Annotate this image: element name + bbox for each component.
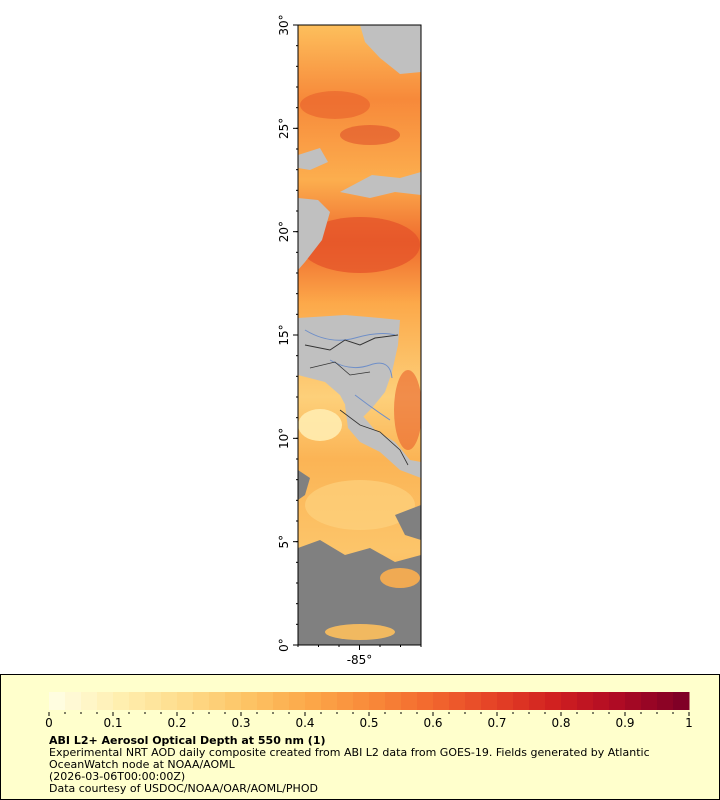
colorbar-cell <box>241 692 258 710</box>
colorbar-cell <box>673 692 690 710</box>
land-mass-florida <box>298 148 328 170</box>
river-line <box>354 394 391 421</box>
colorbar-cell <box>561 692 578 710</box>
country-border <box>339 409 409 466</box>
colorbar-cell <box>65 692 82 710</box>
aod-patch-south <box>325 624 395 640</box>
aod-high-patch <box>300 91 370 119</box>
colorbar-cell <box>657 692 674 710</box>
colorbar-tick-label: 0.6 <box>423 716 442 730</box>
colorbar-tick-label: 0.4 <box>295 716 314 730</box>
colorbar-cell <box>161 692 178 710</box>
colorbar-tick-label: 0.5 <box>359 716 378 730</box>
colorbar-ticks: 0 0.1 0.2 0.3 0.4 0.5 0.6 0.7 0.8 0.9 1 <box>45 712 693 730</box>
colorbar-cell <box>577 692 594 710</box>
caption-timestamp: (2026-03-06T00:00:00Z) <box>49 770 186 783</box>
river-line <box>304 329 396 341</box>
colorbar-cell <box>385 692 402 710</box>
colorbar-cell <box>81 692 98 710</box>
colorbar-cell <box>369 692 386 710</box>
colorbar-tick-label: 0.3 <box>231 716 250 730</box>
aod-low-patch <box>298 409 342 441</box>
caption-description: Experimental NRT AOD daily composite cre… <box>49 746 650 771</box>
colorbar: 0 0.1 0.2 0.3 0.4 0.5 0.6 0.7 0.8 0.9 1 <box>45 692 693 730</box>
aod-high-patch <box>340 125 400 145</box>
colorbar-cell <box>417 692 434 710</box>
map-plot-area <box>298 25 421 645</box>
colorbar-cell <box>321 692 338 710</box>
colorbar-cell <box>305 692 322 710</box>
lat-tick-label: 20° <box>277 221 291 242</box>
colorbar-cell <box>353 692 370 710</box>
colorbar-cell <box>449 692 466 710</box>
colorbar-cell <box>513 692 530 710</box>
longitude-axis: -85° <box>297 645 422 667</box>
lat-tick-label: 0° <box>277 638 291 652</box>
colorbar-cell <box>145 692 162 710</box>
aod-patch-south <box>380 568 420 588</box>
colorbar-cell <box>225 692 242 710</box>
colorbar-cell <box>497 692 514 710</box>
land-mass-north <box>360 25 421 74</box>
land-mass-isthmus <box>345 405 421 478</box>
colorbar-cell <box>481 692 498 710</box>
colorbar-cell <box>257 692 274 710</box>
no-data-region <box>395 505 421 540</box>
land-mass-yucatan <box>298 198 330 270</box>
lat-tick-label: 5° <box>277 535 291 549</box>
colorbar-tick-label: 0.2 <box>167 716 186 730</box>
colorbar-tick-label: 0.7 <box>487 716 506 730</box>
lon-tick-label: -85° <box>347 653 373 667</box>
colorbar-cell <box>193 692 210 710</box>
colorbar-cell <box>625 692 642 710</box>
country-border <box>304 334 399 351</box>
colorbar-tick-label: 0.1 <box>103 716 122 730</box>
colorbar-cell <box>337 692 354 710</box>
river-line <box>329 359 393 379</box>
colorbar-tick-label: 0.9 <box>615 716 634 730</box>
aod-high-patch <box>300 217 420 273</box>
colorbar-cell <box>545 692 562 710</box>
colorbar-cell <box>97 692 114 710</box>
colorbar-cell <box>401 692 418 710</box>
no-data-region <box>298 470 310 500</box>
caption-credit: Data courtesy of USDOC/NOAA/OAR/AOML/PHO… <box>49 782 318 795</box>
no-data-region <box>298 540 421 645</box>
colorbar-cell <box>209 692 226 710</box>
caption-title: ABI L2+ Aerosol Optical Depth at 550 nm … <box>49 734 326 747</box>
legend-panel: 0 0.1 0.2 0.3 0.4 0.5 0.6 0.7 0.8 0.9 1 ABI L2+ Ae… <box>0 674 720 800</box>
colorbar-tick-label: 1 <box>685 716 693 730</box>
colorbar-cell <box>593 692 610 710</box>
map-area: 0° 5° 10° 15° 20° 25° 30° -85° <box>277 14 422 667</box>
lat-tick-label: 30° <box>277 14 291 35</box>
colorbar-cells <box>49 692 690 710</box>
colorbar-cell <box>177 692 194 710</box>
colorbar-cell <box>129 692 146 710</box>
colorbar-cell <box>465 692 482 710</box>
colorbar-tick-label: 0 <box>45 716 53 730</box>
lat-tick-label: 15° <box>277 324 291 345</box>
land-mass-cuba <box>340 172 421 198</box>
colorbar-cell <box>433 692 450 710</box>
colorbar-cell <box>609 692 626 710</box>
lat-tick-label: 25° <box>277 118 291 139</box>
colorbar-cell <box>113 692 130 710</box>
map-figure: 0° 5° 10° 15° 20° 25° 30° -85° <box>277 14 422 667</box>
colorbar-tick-label: 0.8 <box>551 716 570 730</box>
country-border <box>309 361 371 376</box>
colorbar-cell <box>289 692 306 710</box>
colorbar-cell <box>273 692 290 710</box>
latitude-axis: 0° 5° 10° 15° 20° 25° 30° <box>277 14 298 652</box>
aod-low-patch <box>305 480 415 530</box>
colorbar-cell <box>49 692 66 710</box>
colorbar-cell <box>529 692 546 710</box>
lat-tick-label: 10° <box>277 428 291 449</box>
aod-high-patch <box>394 370 421 450</box>
colorbar-cell <box>641 692 658 710</box>
